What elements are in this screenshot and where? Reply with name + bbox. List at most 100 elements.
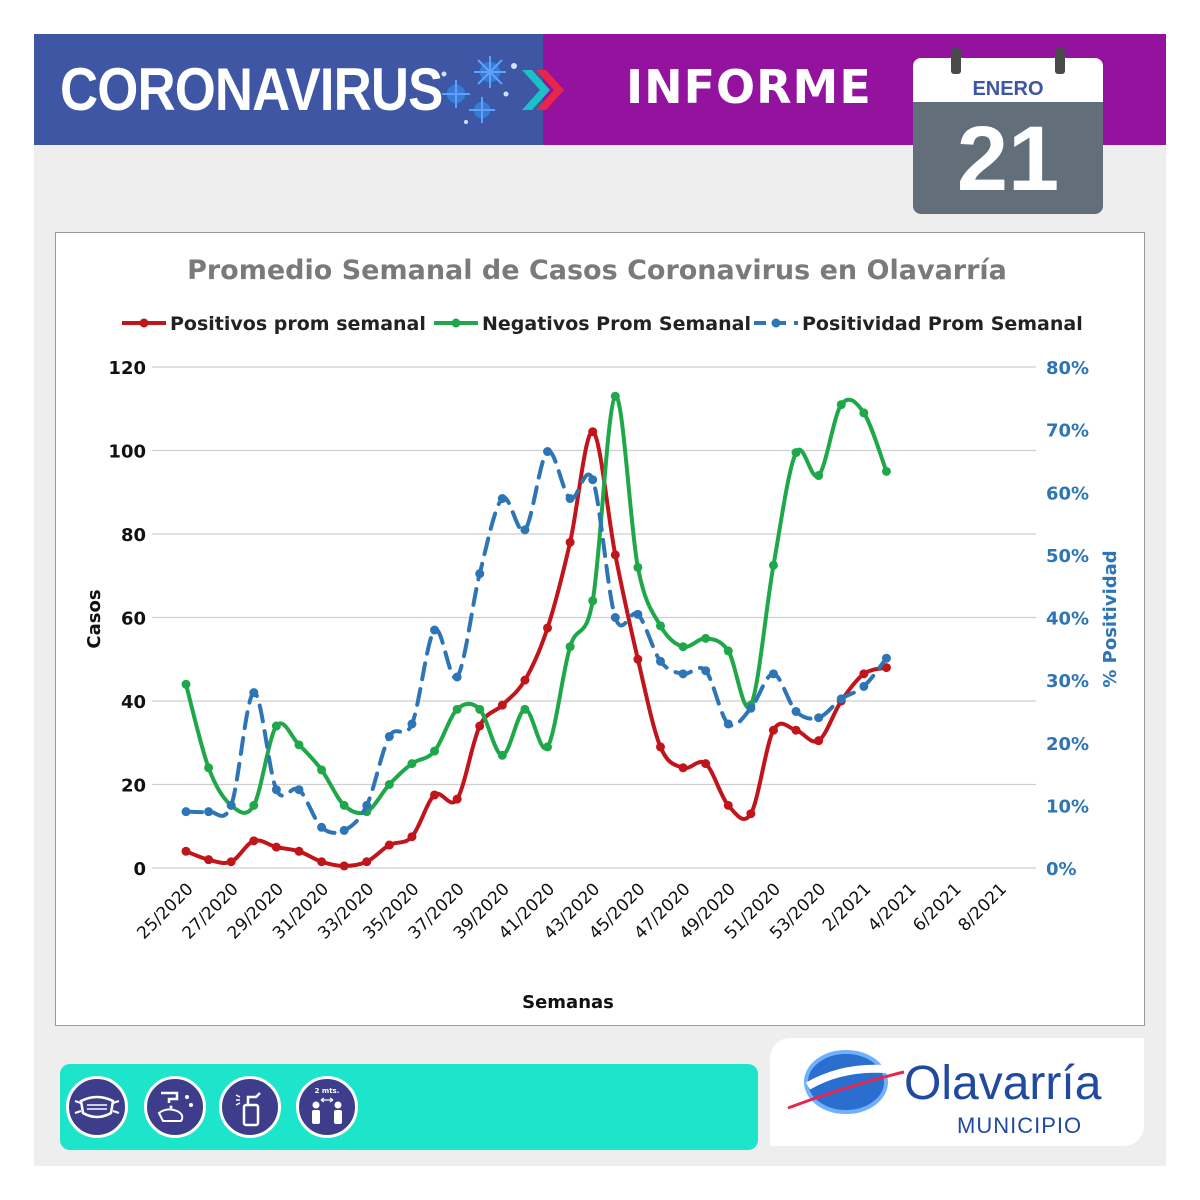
data-point bbox=[407, 832, 417, 842]
data-point bbox=[384, 731, 394, 741]
data-point bbox=[407, 719, 417, 729]
y-axis-right: 0% 10% 20% 30% 40% 50% 60% 70% 80% bbox=[1046, 358, 1089, 880]
handwash-icon bbox=[144, 1076, 206, 1138]
data-point bbox=[678, 669, 688, 679]
chart-series bbox=[181, 391, 891, 871]
y2-tick-label: 40% bbox=[1046, 609, 1089, 630]
data-point bbox=[655, 656, 665, 666]
data-point bbox=[497, 494, 507, 504]
y-axis-left: 0 20 40 60 80 100 120 bbox=[108, 358, 146, 880]
data-point bbox=[249, 688, 259, 698]
data-point bbox=[588, 427, 598, 437]
calendar-day: 21 bbox=[956, 108, 1060, 210]
data-point bbox=[678, 642, 688, 652]
data-point bbox=[181, 846, 191, 856]
y-tick-label: 40 bbox=[121, 692, 146, 713]
data-point bbox=[881, 653, 891, 663]
data-point bbox=[407, 759, 417, 769]
data-point bbox=[294, 846, 304, 856]
data-point bbox=[497, 750, 507, 760]
data-point bbox=[430, 790, 440, 800]
y2-tick-label: 50% bbox=[1046, 546, 1089, 567]
data-point bbox=[814, 736, 824, 746]
data-point bbox=[452, 794, 462, 804]
data-point bbox=[768, 560, 778, 570]
y-tick-label: 0 bbox=[133, 859, 146, 880]
data-point bbox=[271, 721, 281, 731]
olavarria-logo-icon bbox=[787, 1050, 905, 1114]
legend-label: Negativos Prom Semanal bbox=[482, 313, 751, 335]
series-line bbox=[184, 429, 889, 868]
x-axis: 25/202027/202029/202031/202033/202035/20… bbox=[133, 879, 1010, 943]
y-tick-label: 20 bbox=[121, 776, 146, 797]
data-point bbox=[475, 721, 485, 731]
data-point bbox=[701, 666, 711, 676]
data-point bbox=[701, 633, 711, 643]
data-point bbox=[452, 704, 462, 714]
x-tick-label: 8/2021 bbox=[955, 879, 1011, 935]
data-point bbox=[633, 654, 643, 664]
data-point bbox=[791, 725, 801, 735]
data-point bbox=[543, 742, 553, 752]
data-point bbox=[226, 857, 236, 867]
data-point bbox=[633, 562, 643, 572]
y-tick-label: 60 bbox=[121, 609, 146, 630]
data-point bbox=[520, 675, 530, 685]
data-point bbox=[836, 400, 846, 410]
legend-marker bbox=[451, 318, 461, 328]
distance-label: 2 mts. bbox=[315, 1087, 340, 1095]
data-point bbox=[836, 694, 846, 704]
header-subtitle: INFORME bbox=[626, 60, 872, 114]
data-point bbox=[204, 855, 214, 865]
data-point bbox=[814, 713, 824, 723]
line-chart: Promedio Semanal de Casos Coronavirus en… bbox=[84, 255, 1121, 1013]
data-point bbox=[430, 625, 440, 635]
virus-icon bbox=[441, 56, 564, 124]
data-point bbox=[678, 763, 688, 773]
header-title: CORONAVIRUS bbox=[60, 56, 443, 123]
data-point bbox=[475, 704, 485, 714]
data-point bbox=[339, 825, 349, 835]
calendar-icon: ENERO 21 bbox=[913, 48, 1103, 214]
legend-label: Positivos prom semanal bbox=[170, 313, 426, 335]
data-point bbox=[565, 537, 575, 547]
y2-axis-label: % Positividad bbox=[1100, 550, 1121, 687]
data-point bbox=[543, 623, 553, 633]
chart-legend: Positivos prom semanal Negativos Prom Sem… bbox=[122, 313, 1083, 335]
y2-tick-label: 10% bbox=[1046, 796, 1089, 817]
data-point bbox=[588, 596, 598, 606]
data-point bbox=[362, 800, 372, 810]
data-point bbox=[204, 807, 214, 817]
y2-tick-label: 30% bbox=[1046, 671, 1089, 692]
data-point bbox=[452, 672, 462, 682]
data-point bbox=[181, 807, 191, 817]
data-point bbox=[204, 763, 214, 773]
data-point bbox=[791, 448, 801, 458]
x-tick-label: 4/2021 bbox=[864, 879, 920, 935]
logo-subtitle: MUNICIPIO bbox=[957, 1113, 1083, 1138]
series-line bbox=[184, 394, 889, 816]
data-point bbox=[768, 725, 778, 735]
data-point bbox=[768, 669, 778, 679]
y2-tick-label: 20% bbox=[1046, 734, 1089, 755]
x-tick-label: 6/2021 bbox=[909, 879, 965, 935]
chart-grid bbox=[152, 366, 1036, 869]
y-tick-label: 80 bbox=[121, 525, 146, 546]
y-axis-label: Casos bbox=[84, 589, 105, 648]
data-point bbox=[610, 550, 620, 560]
y-tick-label: 120 bbox=[108, 358, 146, 379]
data-point bbox=[249, 800, 259, 810]
data-point bbox=[655, 742, 665, 752]
data-point bbox=[543, 447, 553, 457]
data-point bbox=[881, 663, 891, 673]
data-point bbox=[701, 759, 711, 769]
data-point bbox=[339, 800, 349, 810]
y2-tick-label: 0% bbox=[1046, 859, 1077, 880]
x-tick-label: 2/2021 bbox=[819, 879, 875, 935]
y2-tick-label: 80% bbox=[1046, 358, 1089, 379]
sanitizer-icon bbox=[219, 1076, 281, 1138]
data-point bbox=[791, 706, 801, 716]
calendar-month: ENERO bbox=[972, 78, 1044, 100]
data-point bbox=[588, 475, 598, 485]
distance-icon: 2 mts. bbox=[296, 1076, 358, 1138]
